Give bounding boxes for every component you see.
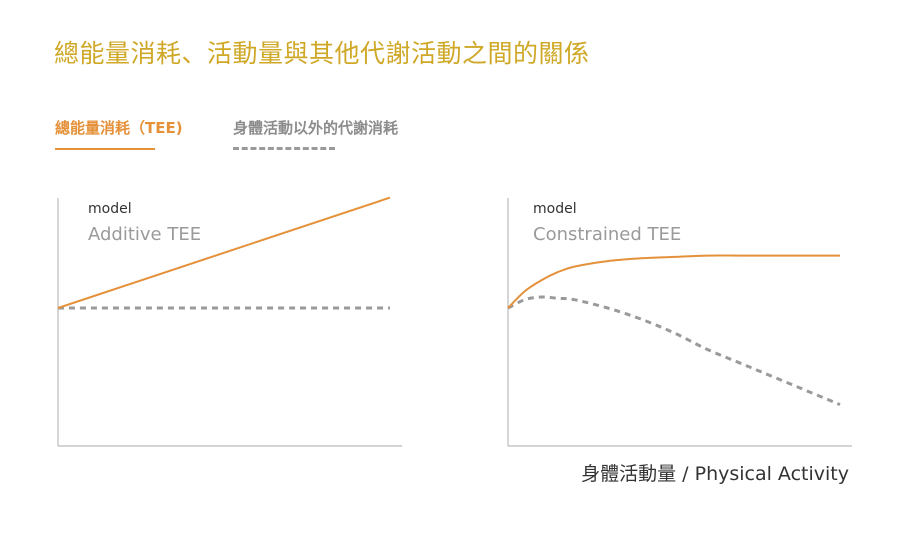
chart-left-model-name: Additive TEE <box>88 224 202 245</box>
chart-right-model-name: Constrained TEE <box>533 224 682 245</box>
chart-left-model-label: model <box>88 201 132 217</box>
page-title: 總能量消耗、活動量與其他代謝活動之間的關係 <box>54 39 590 68</box>
legend-other-label: 身體活動以外的代謝消耗 <box>233 119 399 137</box>
legend-tee-label: 總能量消耗（TEE) <box>55 119 183 137</box>
chart-additive-svg <box>57 196 402 447</box>
legend-tee-line <box>55 148 155 150</box>
chart-constrained-series-other-metabolic <box>507 295 841 406</box>
chart-additive <box>40 190 410 450</box>
chart-constrained-series-tee <box>507 254 840 309</box>
chart-constrained <box>490 190 860 450</box>
x-axis-label: 身體活動量 / Physical Activity <box>581 463 849 485</box>
chart-additive-series-tee <box>57 196 391 309</box>
chart-right-model-label: model <box>533 201 577 217</box>
legend-other-line <box>233 147 335 150</box>
chart-constrained-svg <box>507 198 852 447</box>
